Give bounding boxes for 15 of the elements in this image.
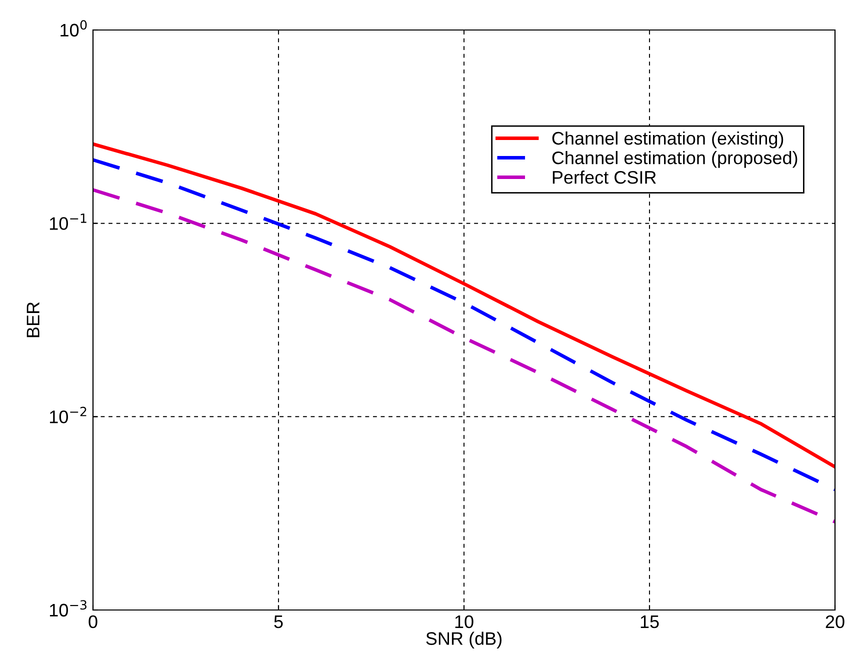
x-tick-label: 5 (274, 616, 283, 628)
legend-label: Channel estimation (proposed) (552, 150, 798, 168)
y-tick-label: 10$^{0}$ (60, 20, 87, 37)
y-tick-label: 10$^{−3}$ (50, 600, 86, 617)
legend-label: Perfect CSIR (552, 170, 656, 184)
legend-label: Channel estimation (existing) (552, 131, 784, 148)
x-tick-label: 15 (640, 616, 659, 628)
x-axis-title: SNR (dB) (426, 632, 502, 649)
x-tick-label: 20 (826, 615, 844, 628)
y-axis-title: BER (26, 302, 40, 338)
line-series (93, 188, 835, 524)
x-tick-label: 10 (455, 615, 474, 628)
y-tick-label: 10$^{−2}$ (50, 406, 86, 424)
y-tick-label: 10$^{−1}$ (50, 214, 86, 230)
x-tick-label: 0 (88, 615, 98, 628)
